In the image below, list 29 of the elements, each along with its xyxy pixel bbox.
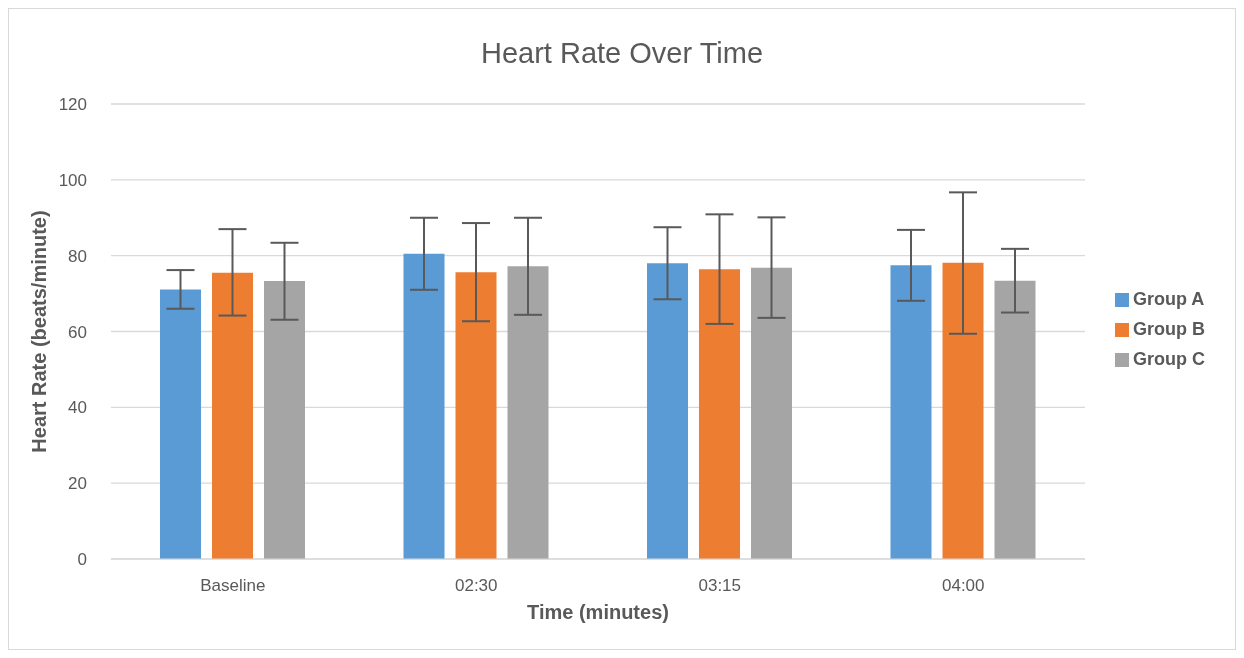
bar <box>942 262 984 559</box>
bar <box>212 272 253 559</box>
x-axis-title: Time (minutes) <box>527 601 669 623</box>
y-tick-label: 0 <box>77 550 87 570</box>
bar <box>160 289 201 559</box>
legend-label: Group A <box>1133 289 1205 309</box>
x-tick-label: 04:00 <box>941 576 985 596</box>
x-tick-label: 02:30 <box>454 576 498 596</box>
y-tick-label: 40 <box>68 398 87 418</box>
bar <box>994 280 1036 559</box>
bar <box>507 266 549 559</box>
y-tick-label: 120 <box>58 95 87 115</box>
x-tick-label: 03:15 <box>698 576 742 596</box>
y-tick-label: 100 <box>58 170 87 190</box>
bar <box>403 253 445 559</box>
bar <box>699 269 740 559</box>
y-tick-label: 60 <box>68 322 87 342</box>
y-tick-label: 80 <box>68 246 87 266</box>
y-axis-title: Heart Rate (beats/minute) <box>28 210 51 453</box>
y-tick-label: 20 <box>68 474 87 494</box>
bar <box>264 281 305 559</box>
bar <box>890 265 932 559</box>
x-tick-label: Baseline <box>200 576 266 596</box>
bar <box>455 272 497 559</box>
legend-label: Group B <box>1133 319 1205 339</box>
chart-title: Heart Rate Over Time <box>480 37 764 70</box>
legend-label: Group C <box>1133 349 1205 369</box>
bar <box>647 263 688 559</box>
bar <box>751 267 792 559</box>
